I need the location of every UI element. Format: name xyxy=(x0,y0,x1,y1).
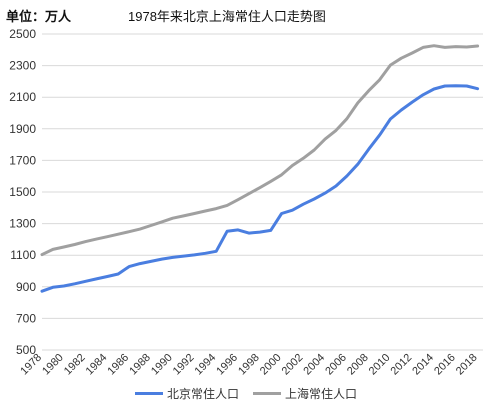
y-tick-label-2300: 2300 xyxy=(9,59,36,73)
chart-title: 1978年来北京上海常住人口走势图 xyxy=(128,9,326,24)
x-tick-label-2018: 2018 xyxy=(454,352,480,378)
x-tick-label-1994: 1994 xyxy=(193,352,219,378)
y-tick-label-2100: 2100 xyxy=(9,90,36,104)
x-tick-label-2002: 2002 xyxy=(280,352,306,378)
x-tick-label-2012: 2012 xyxy=(389,352,415,378)
x-tick-label-2000: 2000 xyxy=(258,352,284,378)
x-tick-label-1986: 1986 xyxy=(105,352,131,378)
x-tick-label-2006: 2006 xyxy=(323,352,349,378)
x-tick-label-1998: 1998 xyxy=(236,352,262,378)
y-tick-label-1100: 1100 xyxy=(10,248,36,262)
legend-label-shanghai: 上海常住人口 xyxy=(285,387,358,401)
y-tick-label-1700: 1700 xyxy=(9,153,36,167)
x-tick-label-1992: 1992 xyxy=(171,352,197,378)
x-tick-label-1988: 1988 xyxy=(127,352,153,378)
x-tick-label-2010: 2010 xyxy=(367,352,393,378)
x-tick-label-1996: 1996 xyxy=(214,352,240,378)
legend-swatch-shanghai xyxy=(253,392,282,395)
x-tick-label-1990: 1990 xyxy=(149,352,175,378)
unit-label: 单位：万人 xyxy=(6,9,72,24)
legend-item-shanghai: 上海常住人口 xyxy=(253,385,357,402)
y-tick-label-900: 900 xyxy=(16,280,36,294)
series-line-0 xyxy=(40,84,480,293)
series-line-1 xyxy=(40,44,480,257)
y-tick-label-500: 500 xyxy=(16,343,36,357)
legend: 北京常住人口 上海常住人口 xyxy=(135,385,357,402)
legend-label-beijing: 北京常住人口 xyxy=(167,387,240,401)
legend-swatch-beijing xyxy=(135,392,163,395)
y-tick-label-1900: 1900 xyxy=(9,122,36,136)
x-tick-label-1984: 1984 xyxy=(84,352,110,378)
legend-item-beijing: 北京常住人口 xyxy=(135,385,239,402)
x-tick-label-2004: 2004 xyxy=(301,352,327,378)
x-tick-label-2008: 2008 xyxy=(345,352,371,378)
x-tick-label-2016: 2016 xyxy=(432,352,458,378)
y-tick-label-700: 700 xyxy=(16,311,36,325)
x-tick-label-1980: 1980 xyxy=(40,352,66,378)
x-tick-label-1982: 1982 xyxy=(62,352,88,378)
y-tick-label-1300: 1300 xyxy=(9,217,36,231)
y-tick-label-1500: 1500 xyxy=(9,185,36,199)
y-tick-label-2500: 2500 xyxy=(9,27,36,41)
x-tick-label-2014: 2014 xyxy=(410,352,436,378)
